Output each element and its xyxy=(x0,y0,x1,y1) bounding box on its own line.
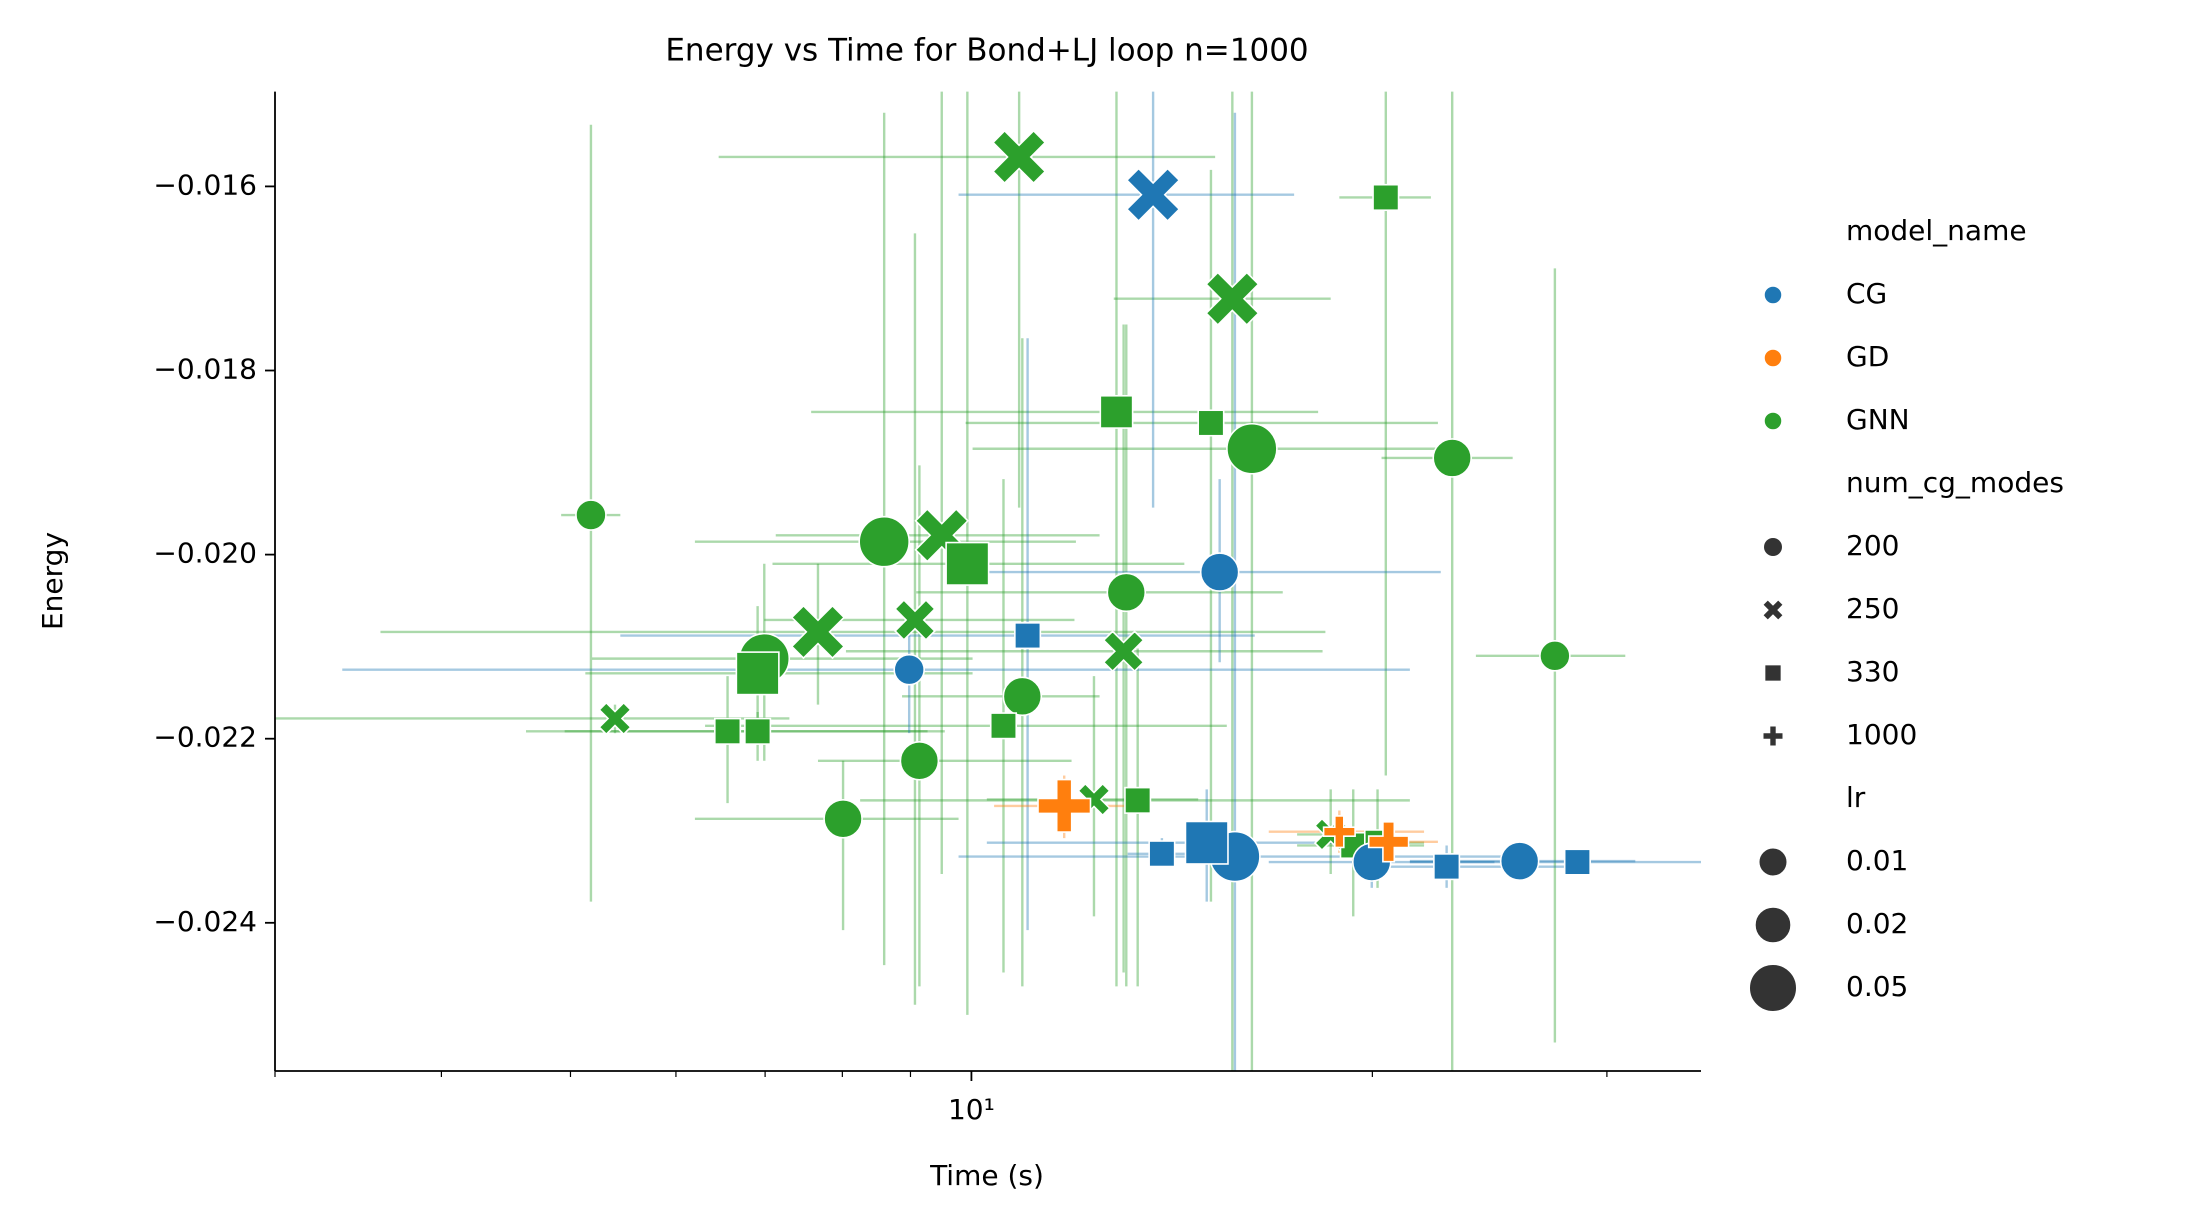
legend-swatch xyxy=(1763,726,1783,746)
y-tick-label: −0.020 xyxy=(153,537,257,570)
point xyxy=(1322,815,1356,849)
point xyxy=(1197,409,1225,437)
point xyxy=(735,651,780,696)
legend-swatch xyxy=(1764,538,1782,556)
point xyxy=(575,499,607,531)
point xyxy=(1563,848,1591,876)
point xyxy=(1205,271,1260,327)
point xyxy=(1372,183,1400,212)
point xyxy=(1367,820,1410,863)
point xyxy=(790,604,846,660)
point xyxy=(1499,841,1540,881)
point xyxy=(858,515,910,568)
x-axis-label: Time (s) xyxy=(929,1159,1044,1192)
point xyxy=(1106,572,1147,613)
legend-swatch xyxy=(1758,847,1788,877)
point xyxy=(1539,640,1571,672)
point xyxy=(823,798,863,839)
x-tick-label: 10¹ xyxy=(948,1093,995,1126)
legend-swatch xyxy=(1754,906,1792,944)
point xyxy=(945,541,990,586)
legend-swatch xyxy=(1763,411,1783,431)
point xyxy=(1433,853,1461,881)
chart-title: Energy vs Time for Bond+LJ loop n=1000 xyxy=(665,33,1308,69)
legend-title: num_cg_modes xyxy=(1846,466,2064,499)
legend-label: 200 xyxy=(1846,529,1899,562)
point xyxy=(1184,820,1229,865)
y-tick-label: −0.018 xyxy=(153,353,257,386)
point xyxy=(1432,438,1472,478)
point xyxy=(714,717,742,745)
point xyxy=(1014,622,1042,650)
point xyxy=(991,129,1047,185)
point xyxy=(1002,676,1043,717)
legend-label: 1000 xyxy=(1846,718,1917,751)
markers xyxy=(575,129,1591,883)
y-tick-label: −0.016 xyxy=(153,168,257,201)
point xyxy=(893,598,936,641)
point xyxy=(893,653,925,686)
point xyxy=(598,701,632,736)
point xyxy=(1226,422,1278,475)
point xyxy=(989,712,1018,740)
legend-label: 0.01 xyxy=(1846,844,1908,877)
y-axis-label: Energy xyxy=(36,532,69,630)
point xyxy=(1125,167,1181,223)
point xyxy=(899,740,940,781)
legend-swatch xyxy=(1763,348,1783,368)
point xyxy=(1099,394,1134,429)
legend-swatch xyxy=(1765,665,1781,681)
legend-swatch xyxy=(1763,600,1783,620)
legend-title: model_name xyxy=(1846,214,2027,247)
legend-label: 330 xyxy=(1846,655,1899,688)
legend-label: 0.02 xyxy=(1846,907,1908,940)
point xyxy=(1037,778,1092,833)
point xyxy=(1148,840,1176,868)
point xyxy=(1199,552,1240,592)
point xyxy=(1102,630,1145,673)
point xyxy=(1124,786,1152,814)
legend-label: 250 xyxy=(1846,592,1899,625)
legend-label: GNN xyxy=(1846,403,1910,436)
legend-swatch xyxy=(1763,285,1783,305)
legend-label: CG xyxy=(1846,277,1887,310)
legend-title: lr xyxy=(1846,781,1866,814)
legend-swatch xyxy=(1748,963,1798,1013)
point xyxy=(744,717,772,745)
y-tick-label: −0.024 xyxy=(153,905,257,938)
legend-label: GD xyxy=(1846,340,1889,373)
y-tick-label: −0.022 xyxy=(153,721,257,754)
legend-label: 0.05 xyxy=(1846,970,1908,1003)
